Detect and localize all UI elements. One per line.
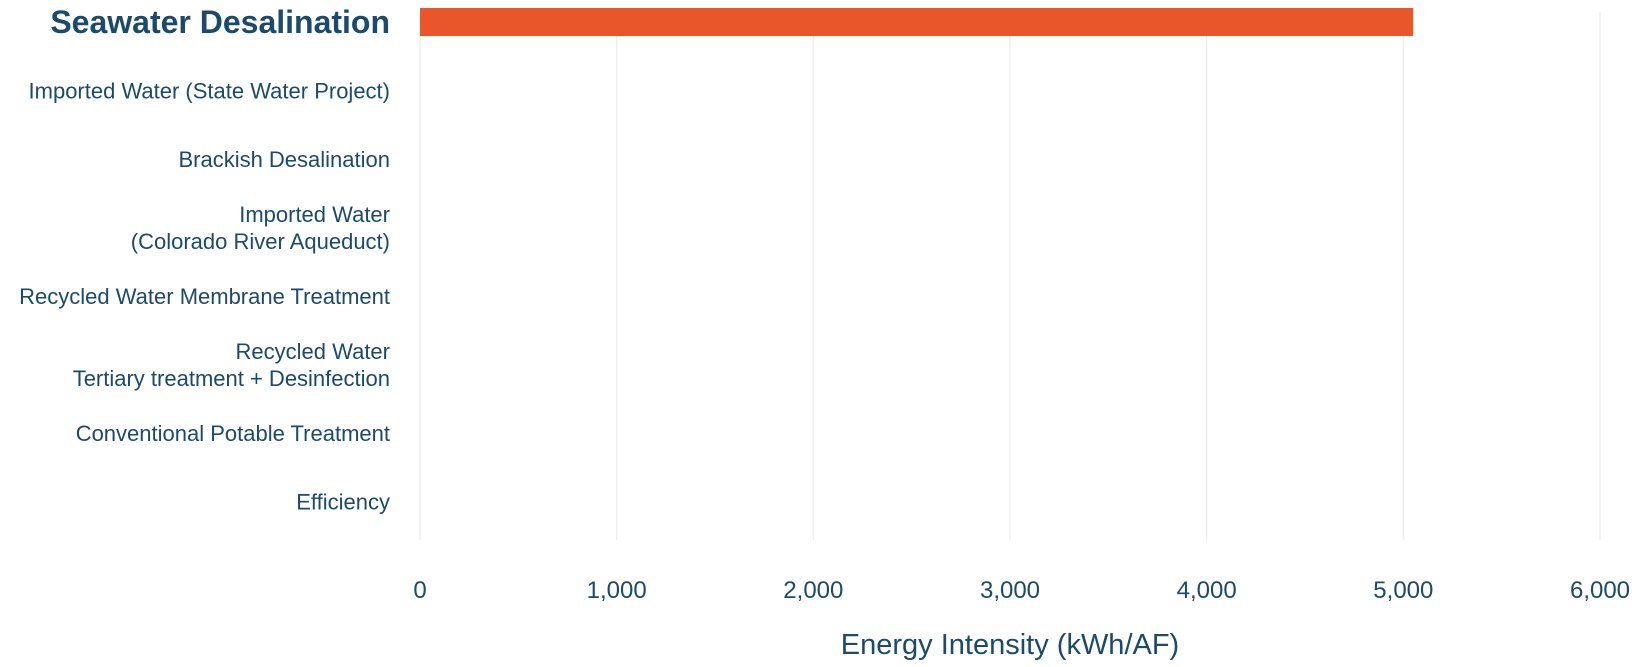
category-label: Conventional Potable Treatment bbox=[76, 421, 390, 446]
x-tick-label: 3,000 bbox=[980, 577, 1040, 604]
category-label: Seawater Desalination bbox=[50, 4, 390, 40]
x-tick-label: 4,000 bbox=[1177, 577, 1237, 604]
category-label: Recycled Water Tertiary treatment + Desin… bbox=[73, 339, 390, 391]
category-label: Imported Water (Colorado River Aqueduct) bbox=[131, 202, 390, 254]
category-label: Recycled Water Membrane Treatment bbox=[19, 284, 390, 309]
x-tick-labels: 0 1,000 2,000 3,000 4,000 5,000 6,000 bbox=[413, 577, 1630, 604]
category-labels: Seawater Desalination Imported Water (Sta… bbox=[19, 4, 390, 515]
category-label: Efficiency bbox=[296, 490, 390, 515]
category-label: Imported Water (State Water Project) bbox=[29, 79, 390, 104]
gridlines bbox=[419, 12, 1601, 540]
x-tick-label: 0 bbox=[413, 577, 426, 604]
x-tick-label: 1,000 bbox=[587, 577, 647, 604]
bar-0 bbox=[420, 8, 1414, 36]
x-tick-label: 6,000 bbox=[1570, 577, 1630, 604]
x-tick-label: 5,000 bbox=[1373, 577, 1433, 604]
bars bbox=[420, 8, 1414, 36]
x-axis-title: Energy Intensity (kWh/AF) bbox=[841, 629, 1179, 661]
x-tick-label: 2,000 bbox=[783, 577, 843, 604]
category-label: Brackish Desalination bbox=[178, 147, 390, 172]
